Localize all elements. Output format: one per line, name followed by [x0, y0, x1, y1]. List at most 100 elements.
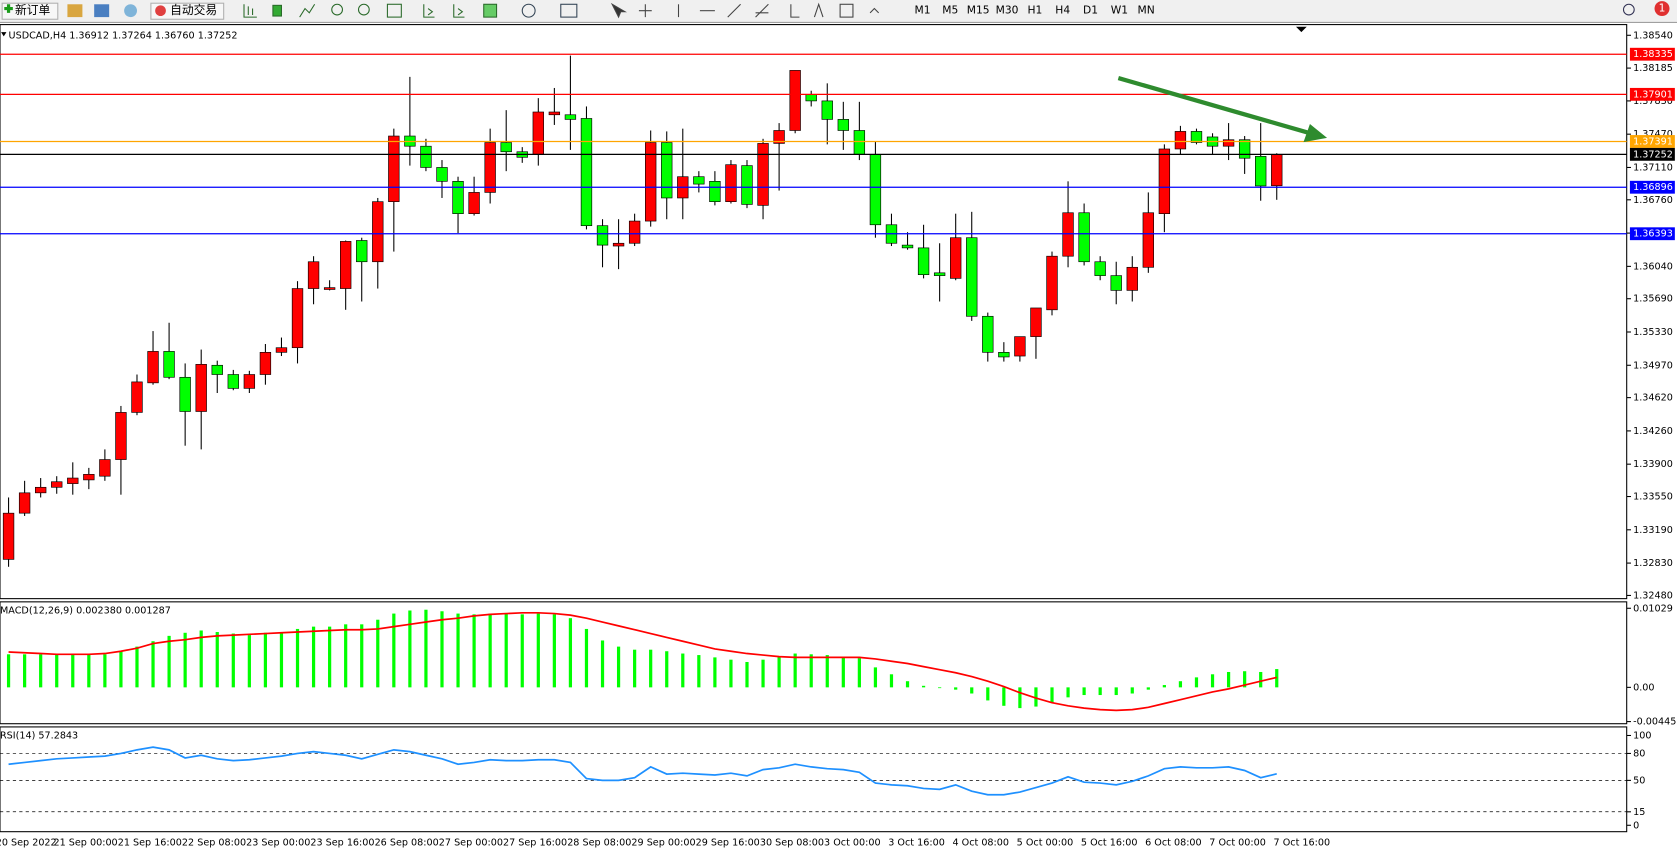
macd-bar [71, 654, 75, 688]
candle-body [966, 237, 978, 317]
macd-bar [825, 655, 829, 688]
candle-body [34, 486, 47, 494]
y-tick-label: 1.36040 [1633, 261, 1673, 272]
icon [155, 5, 166, 17]
macd-bar [408, 610, 412, 688]
rsi-line [8, 746, 1277, 796]
icon [560, 3, 578, 18]
cursor-icon [610, 2, 627, 19]
x-tick-label: 3 Oct 16:00 [888, 837, 945, 848]
timeframe-button[interactable]: M30 [996, 4, 1019, 17]
candle-body [789, 70, 801, 131]
candle-body [484, 142, 496, 193]
macd-bar [745, 661, 749, 688]
icon [94, 4, 110, 18]
macd-bar [616, 646, 621, 688]
candle-body [99, 459, 111, 477]
trend-arrow [1117, 75, 1328, 143]
candle-body [1222, 139, 1235, 147]
candle-body [227, 374, 239, 389]
y-tick-label: 1.35690 [1633, 294, 1673, 305]
plot: 1.38540 1.38185 1.37830 1.37470 1.37110 1.367… [0, 30, 1677, 848]
candle-body [147, 351, 159, 384]
candle-body [83, 474, 95, 481]
x-tick-label: 23 Sep 00:00 [246, 837, 310, 848]
macd-bar [247, 635, 251, 688]
macd-bar [1162, 685, 1166, 688]
timeframes: M1 M5 M15 M30 H1 H4 D1 W1 MN [914, 4, 1154, 17]
new-order-button[interactable] [1, 2, 59, 20]
macd-bar [103, 654, 107, 688]
macd-bar [360, 624, 364, 688]
candle-body [693, 176, 705, 185]
candle-body [1174, 131, 1187, 150]
macd-bar [552, 614, 556, 688]
timeframe-button[interactable]: H1 [1027, 4, 1042, 17]
y-tick-label: 1.37470 [1633, 129, 1673, 140]
candle-body [1271, 154, 1283, 187]
price-level-label: 1.37252 [1633, 149, 1673, 160]
macd-bar [761, 659, 765, 688]
x-tick-label: 26 Sep 08:00 [375, 837, 439, 848]
y-tick-label: 0.01029 [1633, 603, 1673, 614]
candle-body [259, 352, 272, 375]
macd-bar [938, 687, 942, 689]
icon [521, 3, 536, 18]
label-icon [839, 3, 854, 18]
macd-bar [568, 618, 573, 688]
candle-body [982, 315, 994, 353]
candle-body [580, 118, 593, 227]
macd-bar [488, 613, 492, 688]
candle-body [2, 512, 15, 560]
price-level-tag [1629, 180, 1675, 194]
macd-bar [344, 624, 348, 688]
timeframe-button[interactable]: MN [1138, 4, 1155, 17]
x-tick-label: 29 Sep 16:00 [696, 837, 760, 848]
macd-bar [440, 611, 444, 688]
toolbar: 新订单 自动交易 [0, 0, 1677, 23]
x-tick-label: 5 Oct 16:00 [1081, 837, 1138, 848]
candle-body [468, 192, 480, 214]
candle-body [1110, 275, 1122, 291]
macd-bar [311, 626, 316, 688]
x-tick-label: 29 Sep 00:00 [631, 837, 695, 848]
timeframe-button[interactable]: D1 [1083, 4, 1098, 17]
macd-bar [504, 613, 508, 688]
macd-bar [1259, 671, 1263, 688]
icon [299, 3, 316, 18]
candle-body [869, 154, 882, 226]
timeframe-button[interactable]: M15 [967, 4, 990, 17]
notification-badge[interactable] [1654, 1, 1670, 17]
auto-trading-label[interactable]: 自动交易 [170, 3, 217, 17]
arrow-head [1303, 124, 1328, 143]
timeframe-button[interactable]: H4 [1055, 4, 1070, 17]
icon [272, 4, 282, 17]
macd-bar [921, 685, 926, 688]
new-order-label[interactable]: 新订单 [15, 3, 51, 17]
timeframe-button[interactable]: M1 [914, 4, 930, 17]
macd-bar [1050, 687, 1054, 703]
icon [67, 4, 83, 18]
timeframe-button[interactable]: M5 [942, 4, 958, 17]
y-tick-label: -0.004453 [1633, 717, 1677, 728]
search-icon [1622, 3, 1635, 16]
y-tick-label: 0 [1633, 820, 1639, 831]
x-tick-label: 7 Oct 00:00 [1209, 837, 1266, 848]
macd-bar [263, 632, 268, 688]
auto-trading-button[interactable] [150, 2, 225, 20]
y-tick-label: 1.33550 [1633, 492, 1673, 503]
macd-bar [119, 651, 123, 688]
candle-body [917, 247, 930, 276]
y-tick-label: 50 [1633, 775, 1645, 786]
timeframe-button[interactable]: W1 [1111, 4, 1128, 17]
price-level-label: 1.36896 [1633, 182, 1673, 193]
x-tick-label: 22 Sep 08:00 [182, 837, 246, 848]
candle-body [340, 241, 352, 289]
price-level-tag [1629, 135, 1675, 148]
x-tick-label: 23 Sep 16:00 [310, 837, 374, 848]
fibo-icon [755, 3, 769, 18]
candle-body [725, 164, 737, 202]
macd-bar [424, 609, 428, 688]
